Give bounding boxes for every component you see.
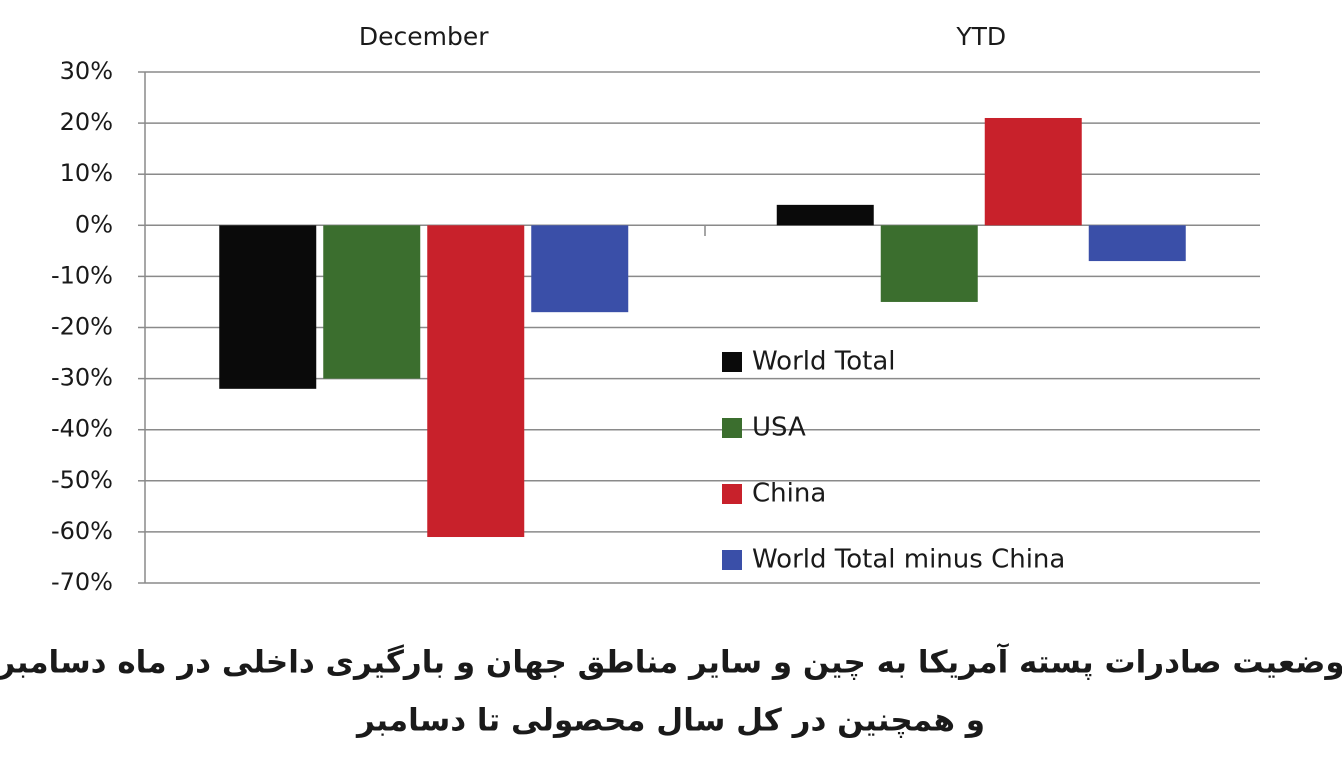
legend-swatch (722, 418, 742, 438)
y-tick-label: -20% (51, 313, 113, 341)
bar (776, 204, 874, 226)
bar (323, 225, 421, 379)
y-tick-label: -50% (51, 466, 113, 494)
caption-line: وضعیت صادرات پسته آمریکا به چین و سایر م… (0, 643, 1342, 681)
bar (427, 225, 525, 538)
caption-line: و همچنین در کل سال محصولی تا دسامبر (355, 703, 985, 739)
legend-label: World Total (752, 347, 896, 377)
bar (880, 225, 978, 302)
legend-label: USA (752, 413, 806, 443)
legend-label: World Total minus China (752, 545, 1065, 575)
legend-label: China (752, 479, 826, 509)
legend-swatch (722, 484, 742, 504)
y-tick-label: 10% (60, 159, 113, 187)
y-tick-label: -70% (51, 568, 113, 596)
legend-swatch (722, 550, 742, 570)
y-tick-label: -60% (51, 517, 113, 545)
x-category-label: YTD (955, 22, 1006, 51)
bar (984, 117, 1082, 226)
bar (531, 225, 629, 313)
y-tick-label: -40% (51, 415, 113, 443)
bar (1088, 225, 1186, 262)
bar (219, 225, 317, 389)
y-tick-label: -30% (51, 364, 113, 392)
y-tick-label: 20% (60, 108, 113, 136)
y-tick-label: 30% (60, 57, 113, 85)
legend-swatch (722, 352, 742, 372)
y-tick-label: 0% (75, 210, 113, 238)
y-tick-label: -10% (51, 261, 113, 289)
x-category-label: December (359, 22, 489, 51)
